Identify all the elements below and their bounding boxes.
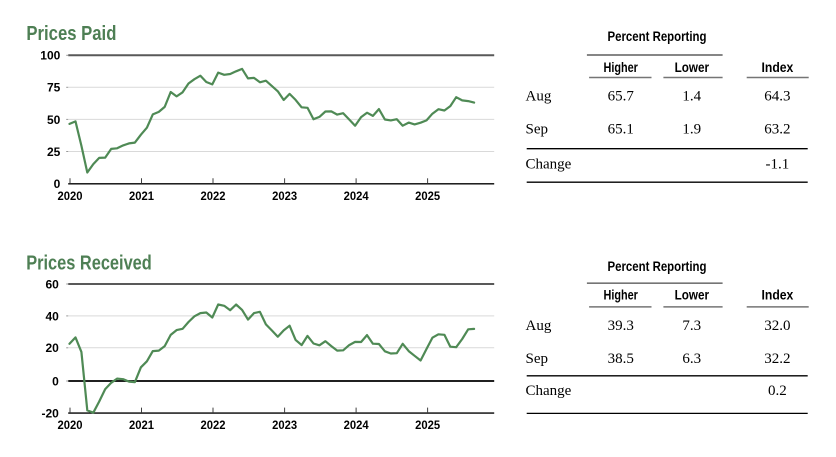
svg-text:2020: 2020 <box>58 189 83 203</box>
svg-text:2024: 2024 <box>344 189 369 203</box>
svg-text:Higher: Higher <box>604 60 639 75</box>
svg-text:75: 75 <box>47 81 61 95</box>
svg-text:25: 25 <box>47 145 61 159</box>
svg-text:Aug: Aug <box>526 318 552 334</box>
svg-text:20: 20 <box>45 341 59 355</box>
svg-text:Change: Change <box>526 383 572 399</box>
svg-text:Percent Reporting: Percent Reporting <box>608 259 707 274</box>
svg-text:2024: 2024 <box>344 418 369 432</box>
svg-text:2020: 2020 <box>58 418 83 432</box>
svg-text:6.3: 6.3 <box>682 351 701 367</box>
svg-text:1.9: 1.9 <box>682 122 701 138</box>
svg-text:2022: 2022 <box>201 418 226 432</box>
svg-text:2021: 2021 <box>129 189 154 203</box>
svg-text:100: 100 <box>40 49 60 63</box>
svg-text:38.5: 38.5 <box>608 351 634 367</box>
svg-text:Aug: Aug <box>526 89 552 105</box>
svg-text:-20: -20 <box>41 407 59 421</box>
svg-text:65.7: 65.7 <box>608 89 635 105</box>
svg-text:Sep: Sep <box>526 122 549 138</box>
svg-text:Change: Change <box>526 157 572 173</box>
svg-text:39.3: 39.3 <box>608 318 634 334</box>
svg-text:2025: 2025 <box>415 189 440 203</box>
svg-text:63.2: 63.2 <box>764 122 790 138</box>
svg-text:2022: 2022 <box>201 189 226 203</box>
svg-text:2025: 2025 <box>415 418 440 432</box>
svg-text:-1.1: -1.1 <box>766 157 790 173</box>
svg-text:7.3: 7.3 <box>682 318 701 334</box>
svg-text:0: 0 <box>52 374 59 388</box>
svg-text:60: 60 <box>45 277 59 291</box>
svg-text:Index: Index <box>762 60 794 75</box>
svg-text:Prices Paid: Prices Paid <box>26 23 116 45</box>
svg-text:0: 0 <box>54 177 61 191</box>
svg-text:Lower: Lower <box>675 60 710 75</box>
svg-text:65.1: 65.1 <box>608 122 634 138</box>
svg-text:32.2: 32.2 <box>764 351 790 367</box>
svg-text:40: 40 <box>45 309 59 323</box>
svg-text:Sep: Sep <box>526 351 549 367</box>
svg-text:Higher: Higher <box>604 288 639 303</box>
svg-text:Percent Reporting: Percent Reporting <box>608 29 707 44</box>
svg-text:50: 50 <box>47 113 61 127</box>
svg-text:2021: 2021 <box>129 418 154 432</box>
svg-text:Index: Index <box>762 288 794 303</box>
svg-text:32.0: 32.0 <box>764 318 790 334</box>
svg-text:2023: 2023 <box>272 189 297 203</box>
svg-text:0.2: 0.2 <box>768 383 787 399</box>
svg-text:2023: 2023 <box>272 418 297 432</box>
svg-text:Prices Received: Prices Received <box>26 253 152 275</box>
svg-text:64.3: 64.3 <box>764 89 790 105</box>
svg-text:1.4: 1.4 <box>682 89 701 105</box>
svg-text:Lower: Lower <box>675 288 710 303</box>
